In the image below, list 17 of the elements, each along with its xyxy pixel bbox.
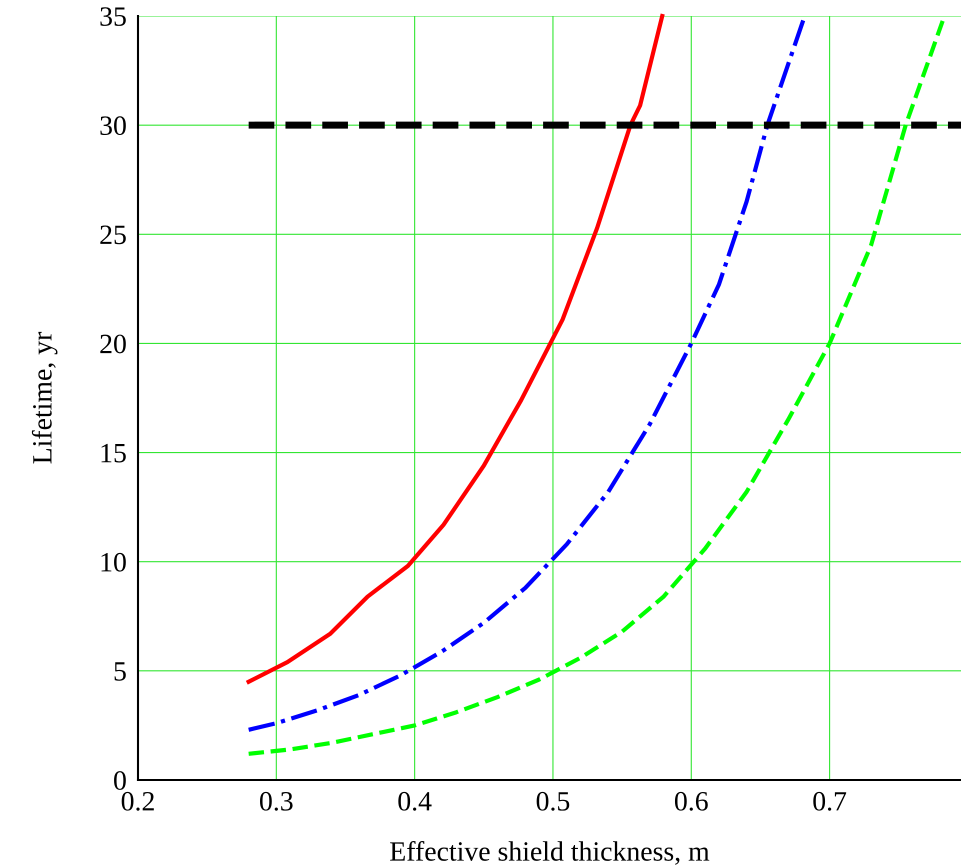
- line-series: [246, 14, 664, 684]
- y-tick-label: 15: [102, 444, 126, 462]
- y-tick-label: 10: [102, 552, 126, 572]
- x-tick-label: 0.3: [260, 792, 293, 811]
- y-tick-label: 20: [100, 334, 126, 354]
- y-tick-label: 30: [100, 116, 126, 136]
- x-tick-label: 0.7: [813, 792, 846, 811]
- x-tick-label: 0.4: [398, 792, 432, 811]
- x-axis-title: Effective shield thickness, m: [390, 841, 710, 865]
- y-tick-label: 5: [114, 662, 126, 681]
- x-tick-label: 0.5: [536, 792, 570, 811]
- x-tick-label: 0.2: [122, 792, 154, 811]
- x-tick-label: 0.6: [674, 792, 708, 811]
- y-tick-label: 0: [114, 771, 126, 790]
- y-axis-title: Lifetime, yr: [32, 332, 58, 464]
- y-tick-label: 25: [100, 226, 126, 244]
- y-tick-label: 35: [100, 7, 126, 26]
